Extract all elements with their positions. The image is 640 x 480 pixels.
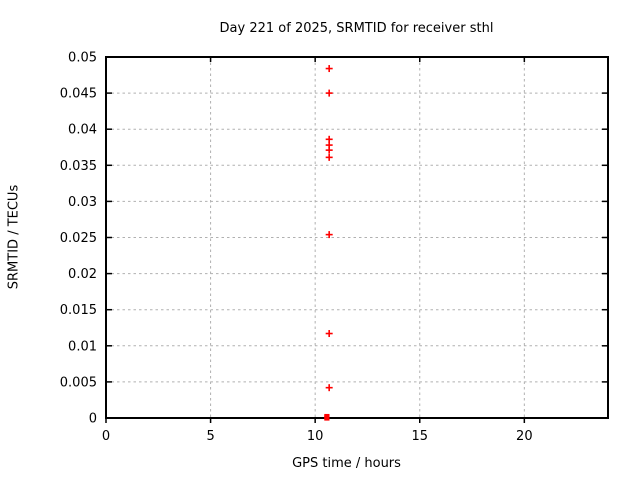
y-tick-label: 0.035 [60,159,97,174]
x-tick-label: 15 [411,429,428,444]
y-tick-label: 0.005 [60,375,97,390]
data-point-square [324,415,330,421]
y-tick-label: 0.02 [68,267,97,282]
x-tick-label: 5 [206,429,214,444]
chart-title: Day 221 of 2025, SRMTID for receiver sth… [219,21,494,36]
plot-border [105,56,609,419]
x-axis-label: GPS time / hours [292,456,401,471]
x-tick-label: 0 [102,429,110,444]
y-tick-label: 0 [89,412,97,427]
y-tick-label: 0.045 [60,87,97,102]
y-tick-label: 0.03 [68,195,97,210]
x-tick-label: 10 [307,429,324,444]
y-tick-label: 0.015 [60,303,97,318]
y-tick-label: 0.025 [60,231,97,246]
x-tick-label: 20 [516,429,533,444]
y-tick-label: 0.05 [68,51,97,66]
y-tick-label: 0.04 [68,123,97,138]
y-tick-label: 0.01 [68,339,97,354]
